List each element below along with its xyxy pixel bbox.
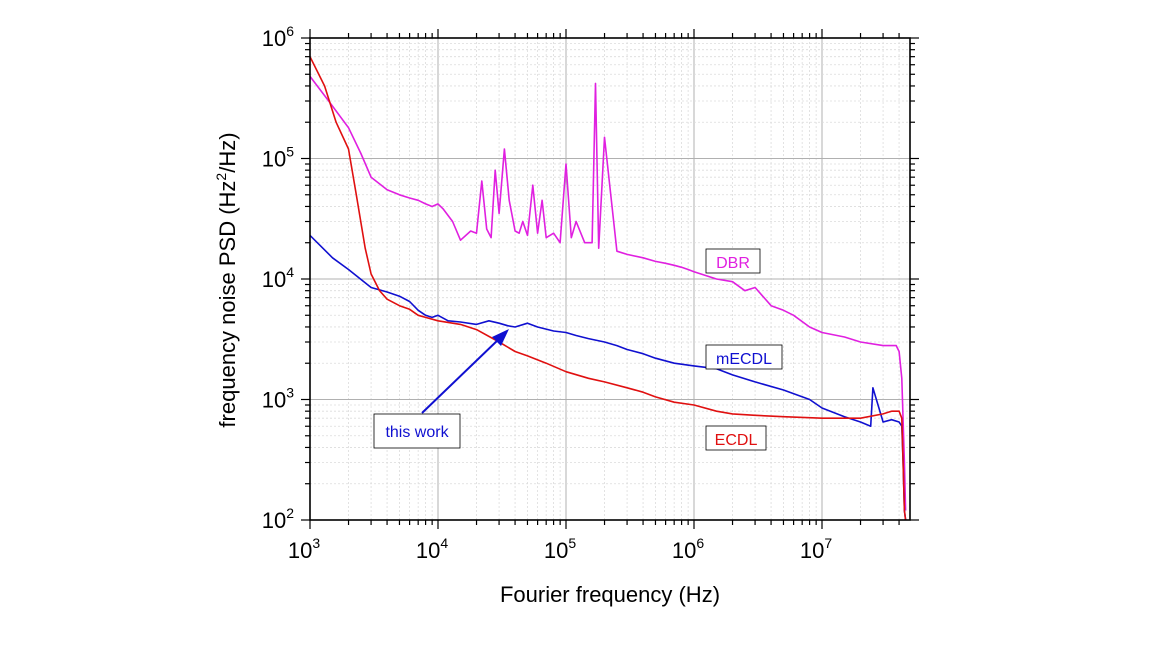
x-tick-label-exp: 5 xyxy=(568,535,576,551)
label-dbr-text: DBR xyxy=(716,255,750,272)
x-tick-label: 106 xyxy=(672,535,704,563)
y-tick-label-exp: 5 xyxy=(286,144,294,160)
grid-lines xyxy=(309,38,910,521)
label-mecdl-box xyxy=(705,344,783,370)
x-tick-label-exp: 3 xyxy=(312,535,320,551)
label-ecdl-text: ECDL xyxy=(715,432,758,449)
y-axis-title-exp: 2 xyxy=(213,173,229,181)
label-dbr-box xyxy=(705,248,761,274)
y-tick-label-base: 10 xyxy=(262,508,286,533)
y-tick-label-base: 10 xyxy=(262,26,286,51)
y-axis-title-end: /Hz) xyxy=(215,132,240,172)
x-tick-label: 104 xyxy=(416,535,448,563)
annotation-text: this work xyxy=(385,424,449,441)
x-tick-label-base: 10 xyxy=(288,538,312,563)
x-tick-label: 103 xyxy=(288,535,320,563)
annotation-arrow-head xyxy=(492,329,509,346)
x-tick-label: 105 xyxy=(544,535,576,563)
y-axis-title-main: frequency noise PSD (Hz xyxy=(215,181,240,428)
y-tick-label-base: 10 xyxy=(262,388,286,413)
x-tick-label-exp: 4 xyxy=(440,535,448,551)
x-tick-label-base: 10 xyxy=(544,538,568,563)
y-tick-label: 103 xyxy=(262,385,294,413)
annotation-box xyxy=(373,413,461,449)
x-tick-label-base: 10 xyxy=(416,538,440,563)
x-tick-label-base: 10 xyxy=(800,538,824,563)
x-tick-label-base: 10 xyxy=(672,538,696,563)
annotation-arrow-line xyxy=(421,337,501,414)
x-tick-label-exp: 7 xyxy=(824,535,832,551)
y-tick-label-base: 10 xyxy=(262,147,286,172)
y-tick-label-exp: 4 xyxy=(286,264,294,280)
annotation-this-work: this work xyxy=(373,329,509,449)
y-tick-label: 106 xyxy=(262,23,294,51)
x-tick-label-exp: 6 xyxy=(696,535,704,551)
label-mecdl-text: mECDL xyxy=(716,351,772,368)
y-tick-label-base: 10 xyxy=(262,267,286,292)
y-tick-label-exp: 2 xyxy=(286,505,294,521)
label-mecdl: mECDL xyxy=(705,344,783,370)
y-axis-title: frequency noise PSD (Hz2/Hz) xyxy=(213,132,240,427)
series-line-ecdl xyxy=(310,56,907,520)
y-tick-label: 102 xyxy=(262,505,294,533)
series-line-dbr xyxy=(310,75,907,511)
x-tick-label: 107 xyxy=(800,535,832,563)
y-tick-label: 104 xyxy=(262,264,294,292)
y-tick-label: 105 xyxy=(262,144,294,172)
x-axis-title: Fourier frequency (Hz) xyxy=(500,582,720,607)
label-ecdl-box xyxy=(705,425,767,451)
y-tick-label-exp: 6 xyxy=(286,23,294,39)
axis-ticks xyxy=(301,29,919,529)
label-dbr: DBR xyxy=(705,248,761,274)
series-layer xyxy=(310,56,907,520)
series-line-mecdl xyxy=(310,234,907,520)
y-tick-label-exp: 3 xyxy=(286,385,294,401)
label-ecdl: ECDL xyxy=(705,425,767,451)
